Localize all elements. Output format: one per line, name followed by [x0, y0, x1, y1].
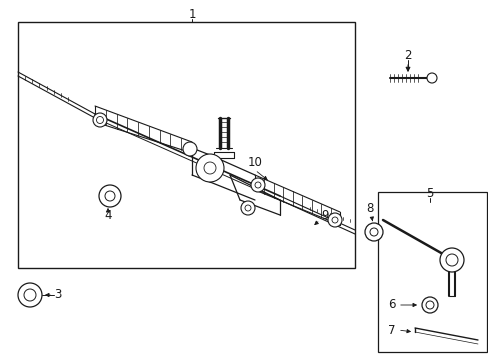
Circle shape [425, 301, 433, 309]
Circle shape [327, 213, 341, 227]
Circle shape [364, 223, 382, 241]
Circle shape [241, 201, 254, 215]
Text: 9: 9 [321, 208, 328, 221]
Circle shape [439, 248, 463, 272]
Circle shape [93, 113, 107, 127]
Circle shape [426, 73, 436, 83]
Circle shape [421, 297, 437, 313]
Circle shape [96, 117, 103, 123]
Circle shape [105, 191, 115, 201]
Text: 10: 10 [247, 156, 262, 168]
Text: 8: 8 [366, 202, 373, 215]
Text: 1: 1 [188, 8, 195, 21]
Circle shape [254, 182, 261, 188]
Circle shape [18, 283, 42, 307]
Text: 7: 7 [387, 324, 395, 337]
Circle shape [203, 162, 216, 174]
Circle shape [196, 154, 224, 182]
Text: 4: 4 [104, 208, 112, 221]
Circle shape [183, 142, 197, 156]
Bar [18, 22, 354, 268]
Circle shape [244, 205, 250, 211]
Text: 5: 5 [426, 186, 433, 199]
Circle shape [250, 178, 264, 192]
Circle shape [99, 185, 121, 207]
Circle shape [331, 217, 337, 223]
Bar [377, 192, 486, 352]
Text: 3: 3 [54, 288, 61, 302]
Text: 6: 6 [387, 298, 395, 311]
Circle shape [24, 289, 36, 301]
Circle shape [445, 254, 457, 266]
Circle shape [369, 228, 377, 236]
Text: 2: 2 [404, 49, 411, 62]
